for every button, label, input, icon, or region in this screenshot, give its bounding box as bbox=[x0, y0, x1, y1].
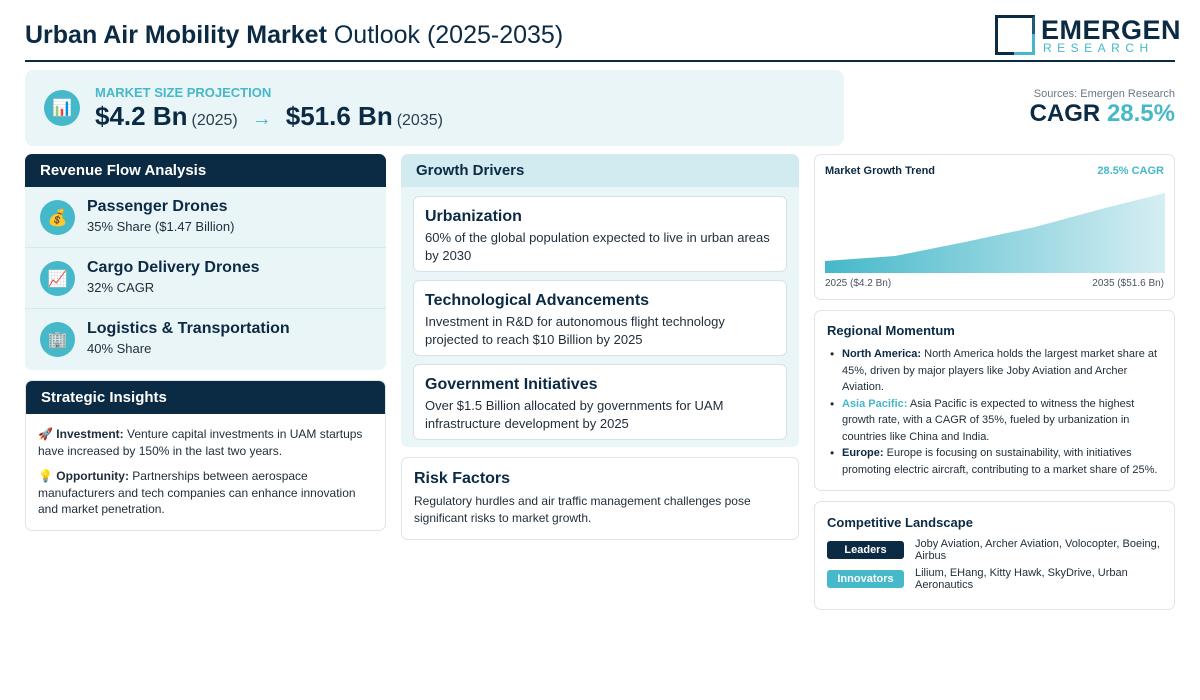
trend-area bbox=[825, 193, 1165, 273]
growth-drivers-panel: Growth Drivers Urbanization 60% of the g… bbox=[401, 154, 799, 447]
sources-text: Sources: Emergen Research bbox=[1033, 88, 1175, 100]
driver-description: Investment in R&D for autonomous flight … bbox=[425, 314, 725, 347]
revenue-item-name: Logistics & Transportation bbox=[87, 320, 290, 337]
logo-wordmark: EMERGEN bbox=[1041, 15, 1182, 45]
building-icon: 🏢 bbox=[40, 322, 75, 357]
strategic-insights-panel: Strategic Insights 🚀 Investment: Venture… bbox=[25, 380, 386, 531]
lightbulb-icon: 💡 bbox=[38, 469, 53, 483]
insight-text: Partnerships between aerospace manufactu… bbox=[38, 469, 356, 516]
logo-subtitle: RESEARCH bbox=[1043, 41, 1154, 55]
revenue-item-cargo-delivery-drones: 📈 Cargo Delivery Drones 32% CAGR bbox=[25, 248, 386, 309]
revenue-item-detail: 35% Share ($1.47 Billion) bbox=[87, 219, 235, 234]
growth-trend-area-chart bbox=[825, 193, 1165, 273]
revenue-item-name: Cargo Delivery Drones bbox=[87, 259, 260, 276]
region-asia-pacific: Asia Pacific: Asia Pacific is expected t… bbox=[827, 396, 1167, 446]
arrow-right-icon: → bbox=[251, 108, 272, 130]
driver-title: Urbanization bbox=[425, 208, 522, 225]
regional-momentum-panel: Regional Momentum North America: North A… bbox=[814, 310, 1175, 491]
page-title: Urban Air Mobility Market Outlook (2025-… bbox=[25, 21, 564, 49]
market-growth-trend-panel: Market Growth Trend 28.5% CAGR 2025 ($4.… bbox=[814, 154, 1175, 300]
driver-description: 60% of the global population expected to… bbox=[425, 230, 770, 263]
cagr-value: 28.5% bbox=[1106, 100, 1175, 127]
leaders-badge: Leaders bbox=[827, 541, 904, 559]
region-text: Asia Pacific is expected to witness the … bbox=[842, 397, 1135, 443]
risk-factors-panel: Risk Factors Regulatory hurdles and air … bbox=[401, 457, 799, 540]
revenue-flow-title: Revenue Flow Analysis bbox=[25, 154, 386, 187]
projection-label: MARKET SIZE PROJECTION bbox=[95, 85, 272, 100]
region-europe: Europe: Europe is focusing on sustainabi… bbox=[827, 445, 1167, 478]
logo-mark-icon bbox=[995, 15, 1035, 55]
revenue-item-detail: 40% Share bbox=[87, 341, 152, 356]
driver-card-government: Government Initiatives Over $1.5 Billion… bbox=[413, 364, 787, 440]
competitive-landscape-title: Competitive Landscape bbox=[827, 515, 973, 530]
page-header: Urban Air Mobility Market Outlook (2025-… bbox=[25, 12, 1181, 62]
revenue-item-name: Passenger Drones bbox=[87, 198, 228, 215]
insight-label: Opportunity: bbox=[56, 469, 129, 483]
market-size-projection: 📊 MARKET SIZE PROJECTION $4.2 Bn (2025) → $… bbox=[25, 70, 844, 146]
trend-cagr: 28.5% CAGR bbox=[1097, 165, 1164, 177]
growth-drivers-title: Growth Drivers bbox=[401, 154, 799, 187]
risk-factors-description: Regulatory hurdles and air traffic manag… bbox=[414, 494, 751, 525]
revenue-item-detail: 32% CAGR bbox=[87, 280, 155, 295]
insight-label: Investment: bbox=[56, 427, 124, 441]
region-text: Europe is focusing on sustainability, wi… bbox=[842, 447, 1158, 476]
money-bag-icon: 💰 bbox=[40, 200, 75, 235]
regional-list: North America: North America holds the l… bbox=[827, 346, 1167, 478]
insight-text: Venture capital investments in UAM start… bbox=[38, 427, 363, 458]
driver-description: Over $1.5 Billion allocated by governmen… bbox=[425, 398, 724, 431]
revenue-flow-panel: Revenue Flow Analysis 💰 Passenger Drones… bbox=[25, 154, 386, 370]
regional-momentum-title: Regional Momentum bbox=[827, 323, 955, 338]
region-name: North America: bbox=[842, 348, 922, 360]
driver-card-technology: Technological Advancements Investment in… bbox=[413, 280, 787, 356]
emergen-logo: EMERGEN RESEARCH bbox=[995, 14, 1181, 56]
start-year: (2025) bbox=[191, 112, 238, 129]
innovators-list: Lilium, EHang, Kitty Hawk, SkyDrive, Urb… bbox=[915, 567, 1128, 591]
competitive-landscape-panel: Competitive Landscape Leaders Joby Aviat… bbox=[814, 501, 1175, 610]
revenue-item-logistics: 🏢 Logistics & Transportation 40% Share bbox=[25, 309, 386, 370]
revenue-item-passenger-drones: 💰 Passenger Drones 35% Share ($1.47 Bill… bbox=[25, 187, 386, 248]
insight-opportunity: 💡 Opportunity: Partnerships between aero… bbox=[38, 468, 373, 518]
driver-card-urbanization: Urbanization 60% of the global populatio… bbox=[413, 196, 787, 272]
trend-end-label: 2035 ($51.6 Bn) bbox=[1092, 278, 1164, 289]
rocket-icon: 🚀 bbox=[38, 427, 53, 441]
cagr-summary: CAGR 28.5% bbox=[1030, 100, 1175, 128]
trend-start-label: 2025 ($4.2 Bn) bbox=[825, 278, 892, 289]
chart-up-icon: 📈 bbox=[40, 261, 75, 296]
cagr-label: CAGR bbox=[1029, 100, 1107, 127]
end-value: $51.6 Bn bbox=[285, 101, 393, 131]
innovators-badge: Innovators bbox=[827, 570, 904, 588]
trend-title: Market Growth Trend bbox=[825, 165, 936, 177]
region-name: Europe: bbox=[842, 447, 884, 459]
start-value: $4.2 Bn bbox=[95, 101, 188, 131]
region-name: Asia Pacific: bbox=[842, 397, 908, 410]
region-text: North America holds the largest market s… bbox=[842, 348, 1158, 393]
end-year: (2035) bbox=[396, 112, 443, 129]
bar-chart-icon: 📊 bbox=[44, 90, 80, 126]
insight-investment: 🚀 Investment: Venture capital investment… bbox=[38, 426, 373, 459]
region-north-america: North America: North America holds the l… bbox=[827, 346, 1167, 396]
strategic-insights-title: Strategic Insights bbox=[26, 381, 385, 414]
risk-factors-title: Risk Factors bbox=[414, 470, 511, 487]
projection-values: $4.2 Bn (2025) → $51.6 Bn (2035) bbox=[95, 101, 443, 132]
driver-title: Technological Advancements bbox=[425, 292, 650, 309]
leaders-list: Joby Aviation, Archer Aviation, Volocopt… bbox=[915, 538, 1160, 562]
driver-title: Government Initiatives bbox=[425, 376, 598, 393]
